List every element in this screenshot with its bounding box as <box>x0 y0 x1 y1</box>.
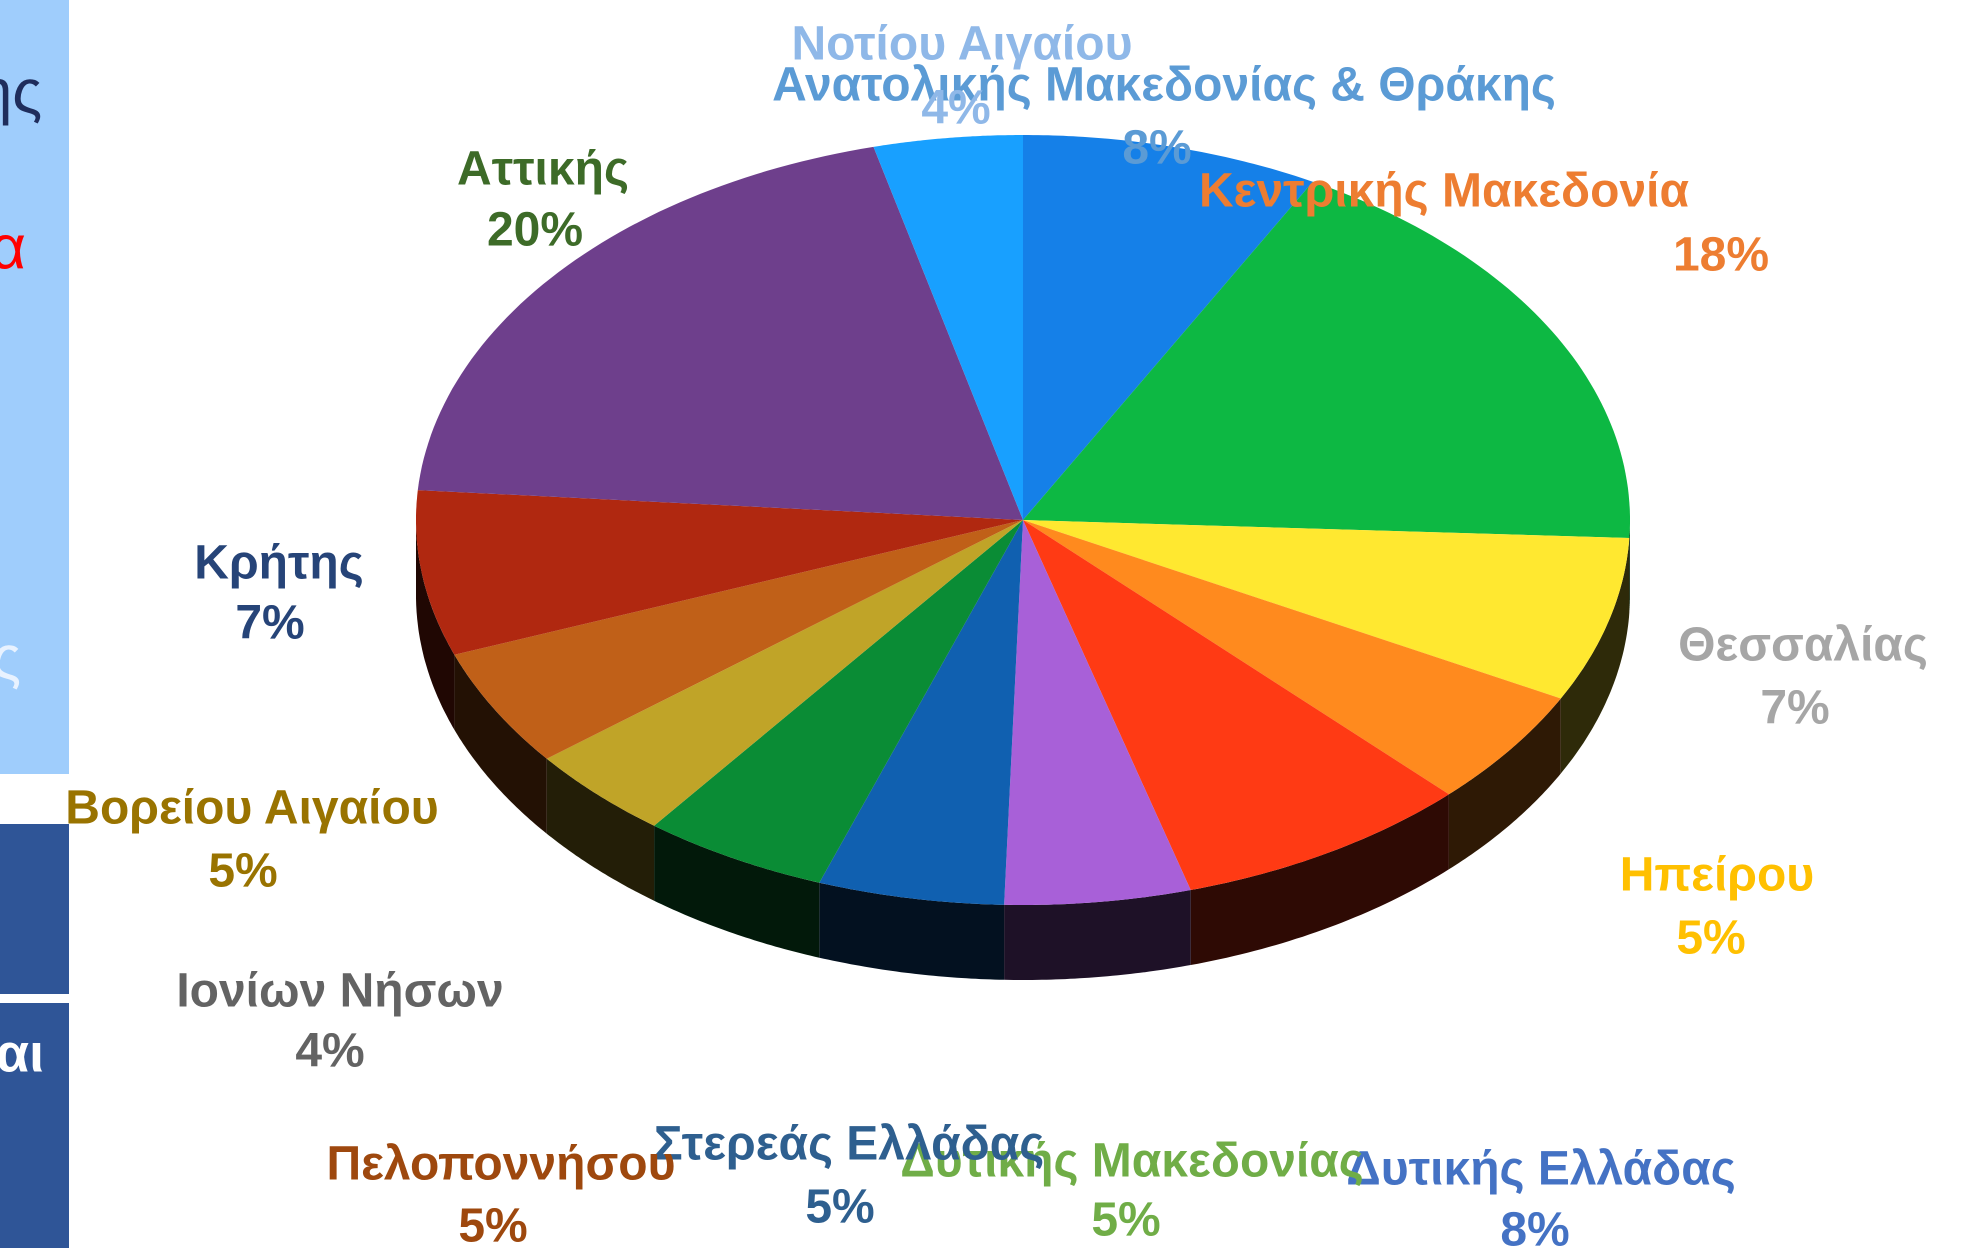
value-label: 4% <box>921 82 990 135</box>
side-text: ς <box>0 623 21 692</box>
slice-side <box>1004 890 1191 980</box>
category-label: Θεσσαλίας <box>1678 619 1928 672</box>
category-label: Αττικής <box>457 143 629 196</box>
category-label: Κρήτης <box>194 537 363 590</box>
value-label: 20% <box>487 204 583 257</box>
slice-side <box>654 825 820 958</box>
slice-side <box>1190 794 1449 965</box>
slice <box>1023 520 1630 699</box>
slice-side <box>416 520 455 730</box>
value-label: 4% <box>295 1025 364 1078</box>
slice-side <box>546 758 655 901</box>
category-label: Νοτίου Αιγαίου <box>791 18 1132 71</box>
slice <box>1004 520 1191 905</box>
slice-side <box>1560 538 1630 774</box>
slice <box>1023 135 1313 520</box>
value-label: 8% <box>1500 1204 1569 1248</box>
value-label: 8% <box>1122 122 1191 175</box>
side-text: α <box>0 213 26 282</box>
category-label: Ηπείρου <box>1620 849 1814 902</box>
category-label: Πελοποννήσου <box>326 1138 675 1191</box>
slice-side <box>1629 520 1630 613</box>
value-label: 7% <box>1760 682 1829 735</box>
category-label: Στερεάς Ελλάδας <box>654 1118 1044 1171</box>
slice <box>873 135 1023 520</box>
side-panel <box>0 0 69 774</box>
slice-side <box>819 882 1005 980</box>
slice <box>546 520 1023 826</box>
slice <box>1023 181 1630 538</box>
slice <box>1023 520 1449 890</box>
value-label: 5% <box>1676 912 1745 965</box>
category-label: Βορείου Αιγαίου <box>65 782 438 835</box>
slice <box>1023 520 1561 795</box>
slice <box>654 520 1023 883</box>
value-label: 5% <box>1091 1194 1160 1247</box>
value-label: 5% <box>208 845 277 898</box>
side-box <box>0 824 69 994</box>
category-label: Κεντρικής Μακεδονία <box>1199 165 1689 218</box>
category-label: Ανατολικής Μακεδονίας & Θράκης <box>772 59 1556 112</box>
value-label: 5% <box>458 1200 527 1248</box>
labels: Ανατολικής Μακεδονίας & Θράκης8%Κεντρική… <box>65 18 1928 1248</box>
slice <box>819 520 1023 905</box>
side-box <box>0 1003 69 1248</box>
value-label: 18% <box>1673 229 1769 282</box>
value-label: 5% <box>805 1181 874 1234</box>
pie <box>416 135 1630 980</box>
slice-side <box>454 654 547 834</box>
side-text: ης <box>0 57 42 126</box>
slice <box>417 146 1023 520</box>
category-label: Ιονίων Νήσων <box>176 965 503 1018</box>
slice <box>416 490 1023 655</box>
slice-side <box>1448 698 1561 870</box>
category-label: Δυτικής Ελλάδας <box>1346 1143 1735 1196</box>
slice <box>454 520 1023 759</box>
value-label: 7% <box>235 597 304 650</box>
category-label: Δυτικής Μακεδονίας <box>900 1135 1364 1188</box>
side-text: αι <box>0 1023 44 1083</box>
